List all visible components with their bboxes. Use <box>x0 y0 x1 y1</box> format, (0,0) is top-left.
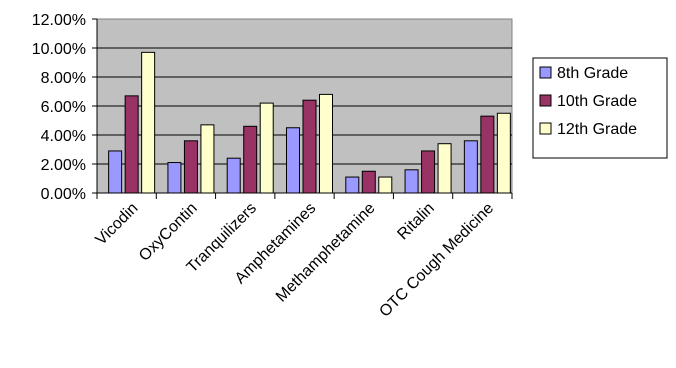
y-tick-label: 6.00% <box>41 99 86 116</box>
x-tick-label: OTC Cough Medicine <box>376 200 497 321</box>
bar-12th-grade <box>200 124 215 194</box>
bar-12th-grade <box>141 51 156 194</box>
bar-10th-grade <box>361 170 376 194</box>
bar-8th-grade <box>108 150 123 194</box>
bar-10th-grade <box>302 99 317 194</box>
bar-8th-grade <box>404 169 419 194</box>
bar-8th-grade <box>286 127 300 194</box>
legend-label: 8th Grade <box>557 65 628 82</box>
bar-8th-grade <box>463 140 478 194</box>
bar-12th-grade <box>259 102 274 194</box>
x-tick-label: Methamphetamine <box>273 200 379 306</box>
y-tick-label: 0.00% <box>41 186 86 203</box>
y-tick-label: 8.00% <box>41 70 86 87</box>
legend-swatch <box>539 66 552 79</box>
legend-swatch <box>539 122 552 135</box>
bar-8th-grade <box>167 162 182 194</box>
x-tick-label: OxyContin <box>136 200 201 265</box>
bar-12th-grade <box>378 176 393 194</box>
y-tick-label: 12.00% <box>32 12 86 29</box>
bar-8th-grade <box>226 157 241 194</box>
x-tick-label: Ritalin <box>394 200 437 243</box>
legend <box>532 57 668 159</box>
bar-10th-grade <box>243 125 258 194</box>
bar-12th-grade <box>496 112 511 194</box>
y-tick-label: 10.00% <box>32 41 86 58</box>
bar-10th-grade <box>124 95 139 194</box>
bar-12th-grade <box>437 143 452 194</box>
y-tick-label: 4.00% <box>41 128 86 145</box>
legend-swatch <box>539 94 552 107</box>
legend-label: 12th Grade <box>557 121 637 138</box>
bar-12th-grade <box>319 93 333 194</box>
bar-10th-grade <box>183 140 198 194</box>
bar-10th-grade <box>421 150 436 194</box>
y-tick-label: 2.00% <box>41 157 86 174</box>
x-tick-label: Vicodin <box>93 200 142 249</box>
bar-8th-grade <box>345 176 360 194</box>
bar-10th-grade <box>480 115 495 194</box>
legend-label: 10th Grade <box>557 93 637 110</box>
